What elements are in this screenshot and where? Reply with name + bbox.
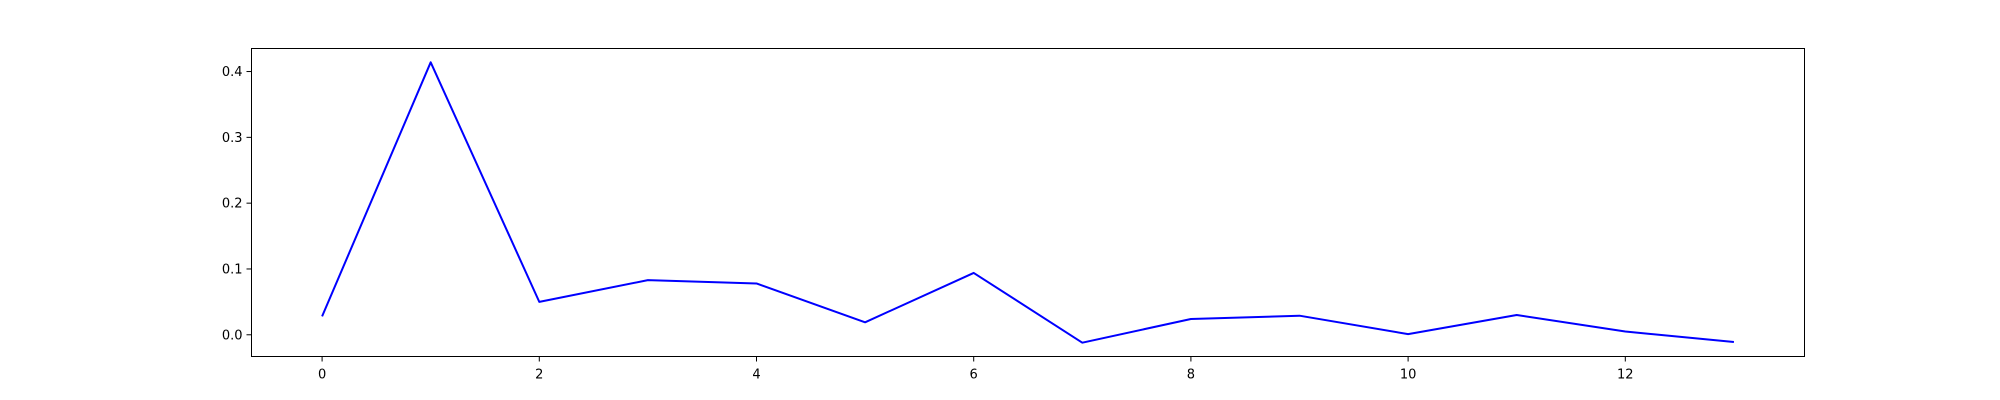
x-tick-label: 8 — [1187, 368, 1195, 383]
x-axis: 0 2 4 6 8 10 12 — [318, 356, 1634, 383]
y-tick-label: 0.4 — [222, 65, 243, 80]
x-tick-label: 6 — [970, 368, 978, 383]
x-tick-label: 2 — [535, 368, 543, 383]
y-tick-label: 0.2 — [222, 197, 243, 212]
x-tick-label: 4 — [752, 368, 760, 383]
y-tick-label: 0.1 — [222, 262, 243, 277]
x-tick-label: 12 — [1617, 368, 1634, 383]
y-tick-label: 0.3 — [222, 131, 243, 146]
plot-area — [251, 48, 1805, 357]
y-tick-label: 0.0 — [222, 328, 243, 343]
plot-frame — [251, 48, 1805, 357]
x-tick-label: 10 — [1400, 368, 1417, 383]
x-tick-label: 0 — [318, 368, 326, 383]
y-axis: 0.0 0.1 0.2 0.3 0.4 — [222, 65, 252, 343]
series-line — [321, 61, 1735, 344]
